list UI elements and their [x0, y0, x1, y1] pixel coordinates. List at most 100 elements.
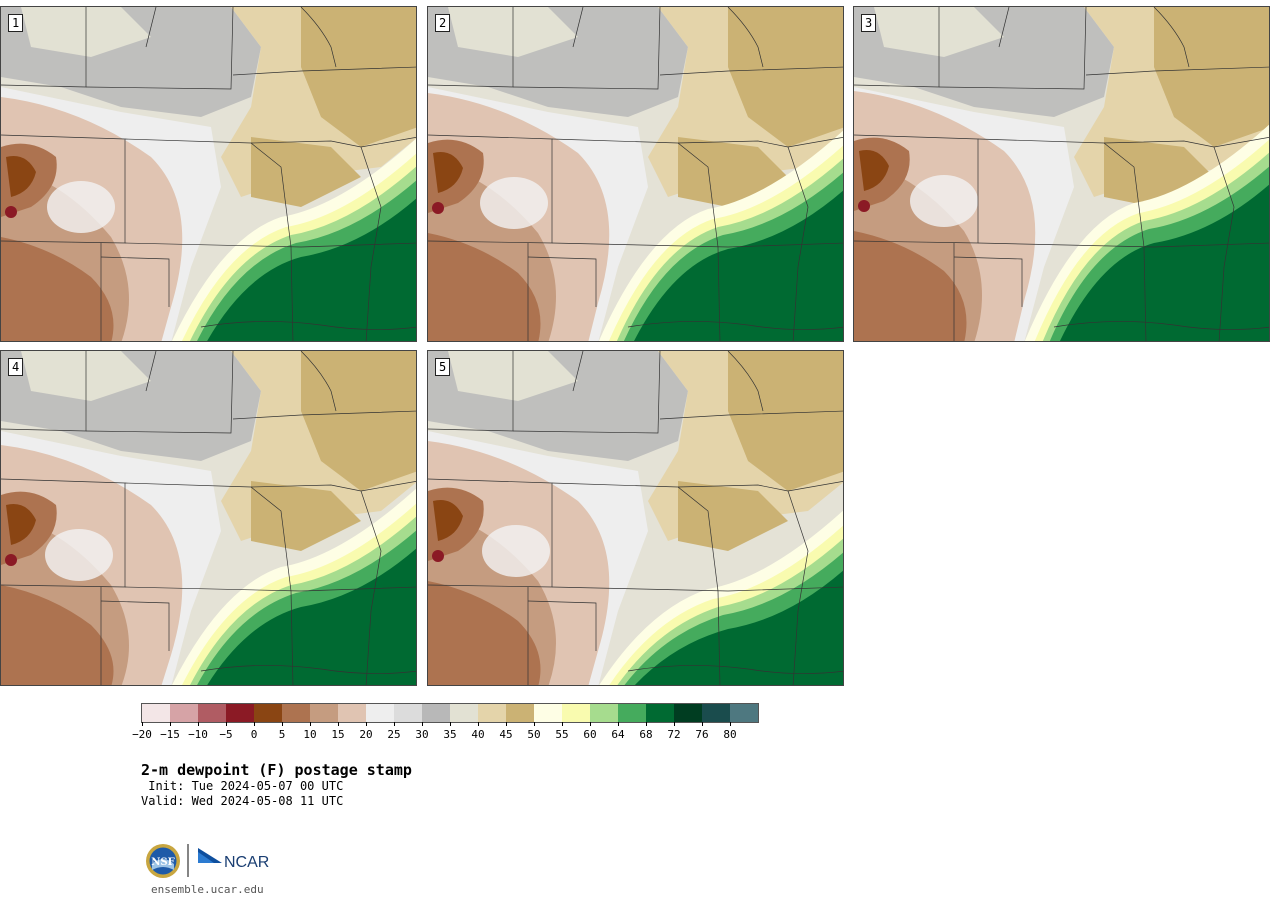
ensemble-member-map-3: 3 [853, 6, 1270, 342]
colorbar-swatch [310, 704, 338, 722]
map-driest-west [1, 585, 114, 685]
state-boundary [124, 482, 292, 592]
map-rockies-core [433, 500, 463, 541]
state-boundary [300, 351, 337, 412]
state-boundary [717, 590, 721, 685]
colorbar-tick-labels: −20 −15 −10 −5 0 5 10 15 20 25 30 35 40 45 50 55 60 64 68 7… [0, 728, 900, 742]
state-boundary [551, 138, 719, 248]
map-moisture-68 [207, 198, 416, 341]
colorbar-tick-label: 64 [611, 728, 625, 741]
init-time: Init: Tue 2024-05-07 00 UTC [141, 779, 344, 793]
nsf-logo: NSF [146, 844, 180, 878]
colorbar-swatch [562, 704, 590, 722]
state-boundary [854, 134, 979, 244]
state-boundary [100, 600, 170, 651]
colorbar-swatch [198, 704, 226, 722]
colorbar-tick-mark [534, 722, 535, 726]
map-moister-east [301, 351, 416, 491]
site-url: ensemble.ucar.edu [151, 883, 264, 896]
state-boundary [572, 351, 584, 392]
state-boundary [527, 600, 597, 651]
colorbar-tick-mark [310, 722, 311, 726]
state-boundary [232, 66, 416, 76]
colorbar-swatch [730, 704, 758, 722]
state-boundary [1153, 7, 1190, 68]
state-boundary [938, 7, 1087, 90]
ncar-logo-text: NCAR [224, 854, 269, 871]
state-boundary [428, 478, 553, 588]
map-rockies-core [6, 504, 36, 545]
colorbar-tick-mark [254, 722, 255, 726]
dewpoint-map-1 [1, 7, 416, 341]
colorbar-swatch [618, 704, 646, 722]
state-boundary [977, 138, 1145, 248]
member-label-5: 5 [435, 358, 451, 376]
colorbar-tick-mark [450, 722, 451, 726]
colorbar-tick-mark [618, 722, 619, 726]
member-label-4: 4 [8, 358, 24, 376]
colorbar-swatch [422, 704, 450, 722]
member-label-3: 3 [861, 14, 877, 32]
dewpoint-map-5 [428, 351, 843, 685]
colorbar-tick-label: 30 [415, 728, 429, 741]
map-moister-east [301, 7, 416, 147]
colorbar-tickmarks [0, 722, 900, 726]
state-boundary [360, 490, 382, 685]
colorbar-tick-label: 10 [303, 728, 317, 741]
colorbar-tick-label: 76 [695, 728, 709, 741]
ensemble-member-map-1: 1 [0, 6, 417, 342]
colorbar-swatch [590, 704, 618, 722]
dewpoint-map-2 [428, 7, 843, 341]
colorbar-tick-label: 5 [278, 728, 286, 741]
state-boundary [512, 351, 661, 434]
state-boundary [428, 134, 553, 244]
colorbar-tick-label: 55 [555, 728, 569, 741]
map-rockies-core [859, 150, 889, 191]
colorbar-swatch [534, 704, 562, 722]
colorbar-tick-label: 0 [250, 728, 258, 741]
state-boundary [290, 590, 294, 685]
map-moist-central [251, 481, 361, 551]
state-boundary [527, 256, 597, 307]
member-label-1: 1 [8, 14, 24, 32]
map-moister-east [728, 7, 843, 147]
colorbar-swatch [674, 704, 702, 722]
map-moisture-68 [634, 190, 843, 341]
colorbar-swatch [170, 704, 198, 722]
colorbar-swatch [506, 704, 534, 722]
colorbar-tick-label: −20 [132, 728, 152, 741]
colorbar-tick-label: 35 [443, 728, 457, 741]
colorbar-tick-mark [142, 722, 143, 726]
colorbar-swatch [450, 704, 478, 722]
state-boundary [360, 146, 382, 341]
member-label-2: 2 [435, 14, 451, 32]
map-swirl [910, 175, 978, 227]
ncar-logo: NCAR [198, 848, 269, 871]
colorbar-tick-label: 72 [667, 728, 681, 741]
colorbar-swatch [702, 704, 730, 722]
colorbar-tick-label: 15 [331, 728, 345, 741]
colorbar-tick-mark [226, 722, 227, 726]
colorbar-tick-mark [674, 722, 675, 726]
state-boundary [232, 410, 416, 420]
state-boundary [85, 7, 234, 90]
state-boundary [572, 7, 584, 48]
colorbar-tick-mark [282, 722, 283, 726]
state-boundary [1103, 136, 1269, 148]
state-boundary [998, 7, 1010, 48]
state-boundary [717, 246, 721, 341]
state-boundary [953, 256, 1023, 307]
state-boundary [85, 351, 234, 434]
map-driest-west [428, 233, 541, 341]
state-boundary [512, 7, 661, 90]
colorbar-swatch [142, 704, 170, 722]
state-boundary [145, 351, 157, 392]
colorbar-tick-label: 40 [471, 728, 485, 741]
colorbar-tick-label: 80 [723, 728, 737, 741]
state-boundary [677, 136, 843, 148]
state-boundary [727, 351, 764, 412]
colorbar-tick-mark [198, 722, 199, 726]
map-moisture-68 [1059, 184, 1269, 341]
colorbar-tick-label: 45 [499, 728, 513, 741]
colorbar-tick-mark [702, 722, 703, 726]
